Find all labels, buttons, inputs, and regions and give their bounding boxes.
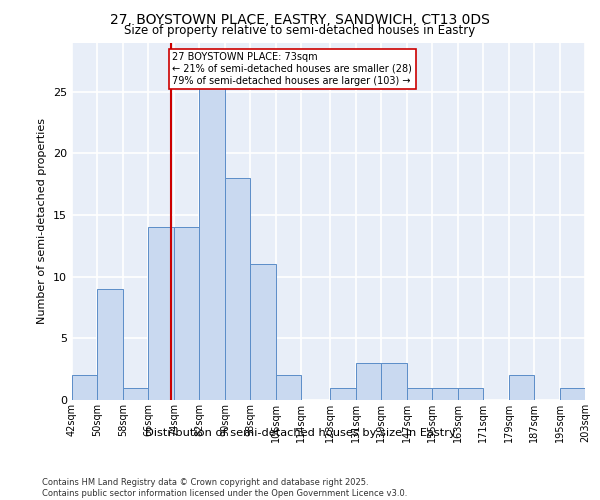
Bar [356, 363, 381, 400]
Text: Contains HM Land Registry data © Crown copyright and database right 2025.
Contai: Contains HM Land Registry data © Crown c… [42, 478, 407, 498]
Text: 27 BOYSTOWN PLACE: 73sqm
← 21% of semi-detached houses are smaller (28)
79% of s: 27 BOYSTOWN PLACE: 73sqm ← 21% of semi-d… [172, 52, 412, 86]
Bar [458, 388, 483, 400]
Bar [560, 388, 585, 400]
Bar [97, 289, 123, 400]
Bar [123, 388, 148, 400]
Bar [276, 376, 301, 400]
Y-axis label: Number of semi-detached properties: Number of semi-detached properties [37, 118, 47, 324]
Text: Distribution of semi-detached houses by size in Eastry: Distribution of semi-detached houses by … [145, 428, 455, 438]
Bar [199, 80, 225, 400]
Bar [148, 228, 174, 400]
Bar [174, 228, 199, 400]
Bar [72, 376, 97, 400]
Bar [381, 363, 407, 400]
Bar [407, 388, 432, 400]
Bar [225, 178, 250, 400]
Text: Size of property relative to semi-detached houses in Eastry: Size of property relative to semi-detach… [124, 24, 476, 37]
Text: 27, BOYSTOWN PLACE, EASTRY, SANDWICH, CT13 0DS: 27, BOYSTOWN PLACE, EASTRY, SANDWICH, CT… [110, 12, 490, 26]
Bar [509, 376, 534, 400]
Bar [250, 264, 276, 400]
Bar [432, 388, 458, 400]
Bar [330, 388, 356, 400]
